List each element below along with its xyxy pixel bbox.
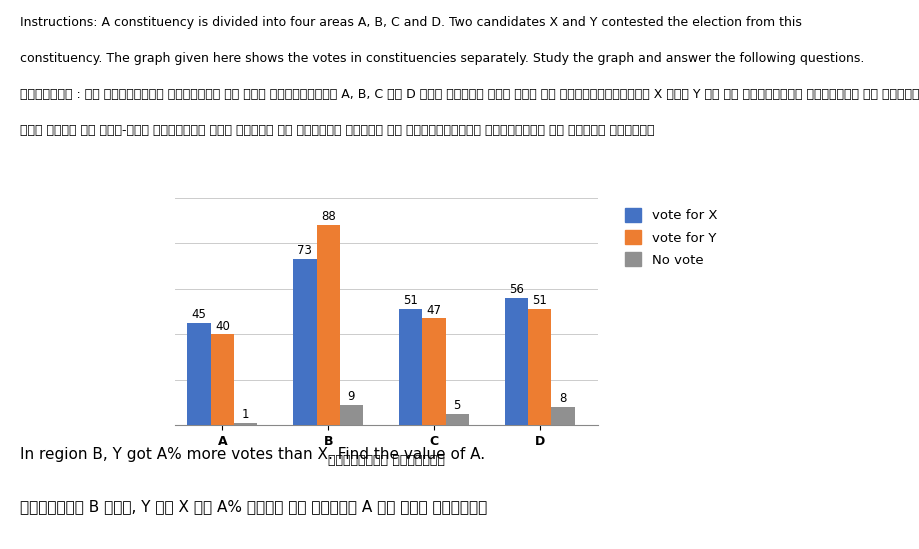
Text: 1: 1 [242,408,249,422]
Text: constituency. The graph given here shows the votes in constituencies separately.: constituency. The graph given here shows… [20,52,864,65]
Text: 8: 8 [559,393,566,405]
Text: 40: 40 [215,320,230,333]
Text: निर्देश : एक निर्वाचन क्षेत्र को चार क्षेत्रों A, B, C और D में बाँटा गया है। दो: निर्देश : एक निर्वाचन क्षेत्र को चार क्ष… [20,88,919,101]
Bar [550,407,574,425]
Text: में मतों को अलग-अलग दर्शाता है। ग्राफ का अध्ययन कीजिए और निम्नलिखित प्रश्नों के : में मतों को अलग-अलग दर्शाता है। ग्राफ का… [20,124,654,137]
Text: 51: 51 [403,294,418,307]
Bar [528,309,550,425]
Bar [316,225,339,425]
Legend: vote for X, vote for Y, No vote: vote for X, vote for Y, No vote [621,204,720,271]
Text: क्षेत्र B में, Y को X से A% अधिक मत मिले। A का मान बताइए।: क्षेत्र B में, Y को X से A% अधिक मत मिले… [20,500,487,514]
Bar [422,318,445,425]
Bar [339,405,363,425]
Bar [445,414,469,425]
Bar [210,334,233,425]
X-axis label: निर्वाचन क्षेत्र: निर्वाचन क्षेत्र [327,454,445,467]
Text: 45: 45 [191,308,207,321]
Text: 73: 73 [297,244,312,257]
Text: 5: 5 [453,399,460,412]
Text: In region B, Y got A% more votes than X. Find the value of A.: In region B, Y got A% more votes than X.… [20,447,485,462]
Text: 56: 56 [508,283,524,296]
Text: 9: 9 [347,390,355,403]
Bar [187,323,210,425]
Bar [505,298,528,425]
Bar [399,309,422,425]
Text: 47: 47 [426,304,441,317]
Bar [293,259,316,425]
Text: 51: 51 [532,294,547,307]
Text: 88: 88 [321,210,335,223]
Text: Instructions: A constituency is divided into four areas A, B, C and D. Two candi: Instructions: A constituency is divided … [20,16,801,30]
Bar [233,423,257,425]
